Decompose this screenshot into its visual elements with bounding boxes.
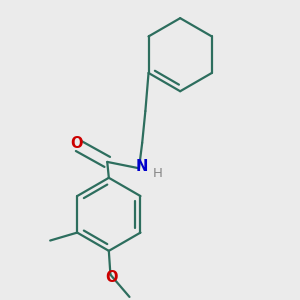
Text: N: N <box>135 160 148 175</box>
Text: O: O <box>70 136 83 151</box>
Text: H: H <box>152 167 162 179</box>
Text: O: O <box>105 270 117 285</box>
